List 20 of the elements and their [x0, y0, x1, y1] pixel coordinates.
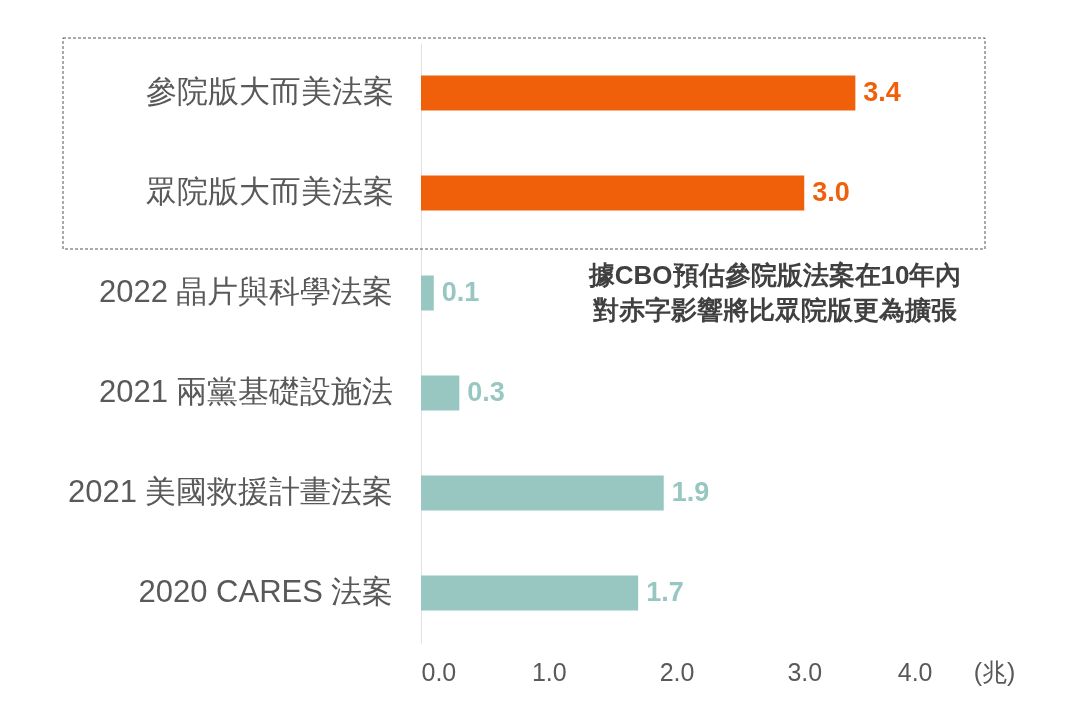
data-label: 1.7 — [646, 577, 684, 607]
y-tick-label: 參院版大而美法案 — [145, 74, 394, 109]
x-tick-label: 4.0 — [897, 657, 933, 686]
y-tick-label: 眾院版大而美法案 — [145, 174, 394, 209]
x-tick-label: 3.0 — [787, 657, 823, 686]
x-tick-label: 0.0 — [421, 657, 457, 686]
y-tick-label: 2020 CARES 法案 — [138, 574, 394, 609]
data-label: 0.3 — [467, 377, 505, 407]
x-tick-label: 1.0 — [531, 657, 567, 686]
annotation: 據CBO預估參院版法案在10年內 — [587, 260, 962, 290]
data-label: 1.9 — [671, 477, 710, 507]
y-tick-label: 2022 晶片與科學法案 — [98, 274, 394, 309]
x-tick-label: 2.0 — [659, 657, 695, 686]
data-label: 3.4 — [863, 77, 901, 107]
data-label: 3.0 — [812, 177, 850, 207]
data-label: 0.1 — [441, 277, 480, 307]
x-axis-title: (兆) — [973, 657, 1016, 686]
y-tick-label: 2021 兩黨基礎設施法 — [98, 374, 394, 409]
y-tick-label: 2021 美國救援計畫法案 — [67, 474, 394, 509]
annotation: 對赤字影響將比眾院版更為擴張 — [592, 295, 959, 325]
